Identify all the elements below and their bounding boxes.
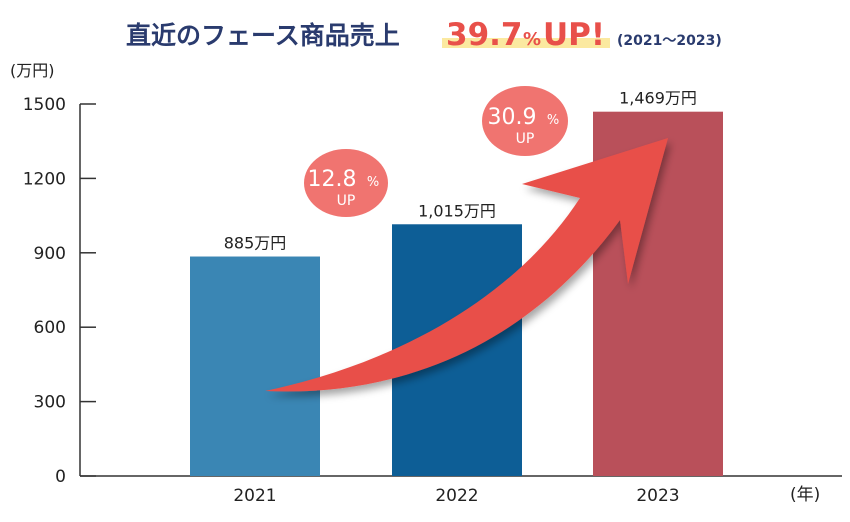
badge-growth-2022: 12.8 % UP — [304, 149, 388, 217]
badge-up: UP — [337, 193, 356, 209]
highlight-value: 39.7 — [446, 17, 523, 53]
badge-percent: % — [547, 113, 559, 128]
y-ticks: 0 300 600 900 1200 1500 — [23, 95, 96, 487]
bar-value-label: 1,015万円 — [418, 201, 496, 220]
growth-arrow — [265, 138, 668, 392]
y-tick-label: 900 — [34, 244, 66, 264]
chart-title: 直近のフェース商品売上 — [126, 21, 400, 50]
bar-2021 — [190, 256, 320, 476]
y-tick-label: 1500 — [23, 95, 66, 115]
badge-circle — [482, 86, 568, 156]
y-axis-unit: (万円) — [10, 61, 55, 80]
x-tick-label: 2021 — [233, 486, 276, 506]
y-tick-label: 1200 — [23, 169, 66, 189]
badge-value: 30.9 — [488, 105, 537, 130]
badge-circle — [304, 149, 388, 217]
badge-value: 12.8 — [308, 167, 357, 192]
bars: 885万円 2021 1,015万円 2022 1,469万円 2023 — [190, 89, 723, 506]
badge-up: UP — [516, 131, 535, 147]
y-tick-label: 0 — [55, 467, 66, 487]
bar-value-label: 1,469万円 — [619, 89, 697, 108]
highlight-underline — [442, 38, 610, 48]
y-tick-label: 300 — [34, 393, 66, 413]
x-axis-unit: (年) — [790, 485, 820, 505]
x-tick-label: 2023 — [636, 486, 679, 506]
badge-percent: % — [367, 175, 379, 190]
badge-growth-2023: 30.9 % UP — [482, 86, 568, 156]
x-tick-label: 2022 — [435, 486, 478, 506]
title-period: (2021〜2023) — [617, 33, 722, 49]
bar-value-label: 885万円 — [224, 234, 287, 253]
highlight-percent: % — [523, 29, 541, 50]
highlight-suffix: UP! — [543, 17, 605, 53]
y-tick-label: 600 — [34, 318, 66, 338]
